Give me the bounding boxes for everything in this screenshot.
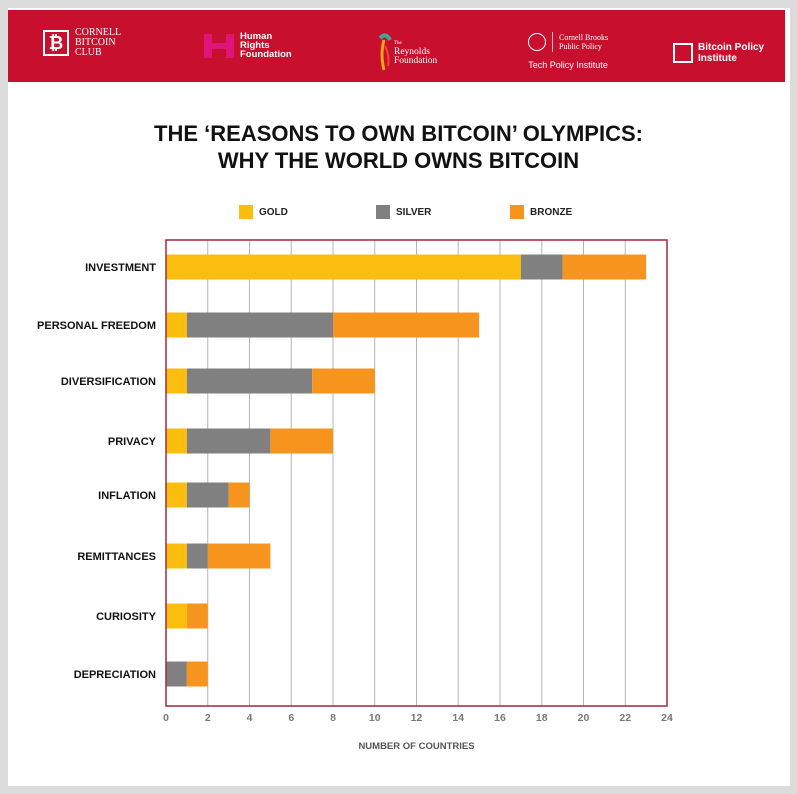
category-label: INFLATION bbox=[98, 490, 156, 502]
bar-gold bbox=[166, 482, 187, 508]
x-tick-label: 4 bbox=[247, 712, 253, 724]
chart-title-line2: WHY THE WORLD OWNS BITCOIN bbox=[217, 148, 580, 173]
x-tick-label: 12 bbox=[411, 712, 423, 724]
logo-text: Bitcoin Policy bbox=[698, 42, 765, 53]
chart-title-line1: THE ‘REASONS TO OWN BITCOIN’ OLYMPICS: bbox=[154, 121, 643, 146]
bar-bronze bbox=[562, 254, 647, 280]
logo-text: Human bbox=[240, 31, 273, 42]
square-icon bbox=[673, 43, 693, 63]
logo-cornell-bitcoin-club: ₿ CORNELL BITCOIN CLUB bbox=[43, 28, 121, 58]
legend-item-silver: SILVER bbox=[376, 205, 431, 219]
x-tick-label: 8 bbox=[330, 712, 336, 724]
category-label: PRIVACY bbox=[108, 436, 157, 448]
plot-frame bbox=[165, 239, 668, 707]
x-tick-label: 0 bbox=[163, 712, 169, 724]
sponsor-banner: ₿ CORNELL BITCOIN CLUB Human Rights Foun… bbox=[8, 10, 785, 82]
x-tick-label: 6 bbox=[288, 712, 294, 724]
bar-silver bbox=[186, 368, 313, 394]
bar-gold bbox=[166, 603, 187, 629]
logo-text: Institute bbox=[698, 53, 737, 64]
logo-human-rights-foundation: Human Rights Foundation bbox=[204, 32, 292, 59]
bar-bronze bbox=[186, 661, 208, 687]
logo-text: Rights bbox=[240, 40, 270, 51]
legend-swatch-silver bbox=[376, 205, 390, 219]
logo-subtext: Tech Policy Institute bbox=[528, 60, 608, 70]
legend-swatch-bronze bbox=[510, 205, 524, 219]
bar-silver bbox=[166, 661, 187, 687]
category-label: REMITTANCES bbox=[77, 551, 156, 563]
divider bbox=[552, 32, 553, 52]
legend-label: BRONZE bbox=[530, 206, 573, 218]
logo-text: Foundation bbox=[240, 49, 292, 60]
category-label: CURIOSITY bbox=[96, 611, 157, 623]
logo-bitcoin-policy-institute: Bitcoin Policy Institute bbox=[673, 42, 764, 64]
logo-text: CORNELL bbox=[75, 27, 122, 38]
category-label: DIVERSIFICATION bbox=[61, 376, 156, 388]
x-tick-label: 22 bbox=[619, 712, 631, 724]
hrf-h-icon bbox=[204, 33, 234, 58]
x-tick-label: 10 bbox=[369, 712, 381, 724]
bar-bronze bbox=[270, 428, 333, 454]
chart-title: THE ‘REASONS TO OWN BITCOIN’ OLYMPICS: W… bbox=[0, 120, 797, 174]
legend-swatch-gold bbox=[239, 205, 253, 219]
reynolds-figure-icon bbox=[378, 33, 392, 71]
logo-text: Foundation bbox=[394, 55, 438, 66]
bar-gold bbox=[166, 368, 187, 394]
bar-bronze bbox=[333, 312, 480, 338]
bar-gold bbox=[166, 428, 187, 454]
bar-gold bbox=[166, 312, 187, 338]
bar-silver bbox=[520, 254, 563, 280]
bar-silver bbox=[186, 543, 208, 569]
card-background bbox=[8, 8, 790, 786]
category-label: PERSONAL FREEDOM bbox=[37, 320, 156, 332]
legend-label: GOLD bbox=[259, 206, 288, 218]
x-tick-label: 20 bbox=[578, 712, 590, 724]
logo-text: BITCOIN bbox=[75, 37, 116, 48]
logo-text: Reynolds bbox=[394, 46, 430, 57]
bar-silver bbox=[186, 428, 271, 454]
x-axis-label: NUMBER OF COUNTRIES bbox=[358, 741, 474, 752]
bitcoin-icon: ₿ bbox=[43, 30, 69, 56]
x-tick-label: 14 bbox=[452, 712, 464, 724]
legend-label: SILVER bbox=[396, 206, 432, 218]
legend-item-gold: GOLD bbox=[239, 205, 288, 219]
logo-text: The bbox=[394, 40, 402, 46]
logo-reynolds-foundation: The Reynolds Foundation bbox=[376, 32, 437, 72]
category-label: DEPRECIATION bbox=[74, 669, 156, 681]
x-tick-label: 2 bbox=[205, 712, 211, 724]
category-label: INVESTMENT bbox=[85, 262, 156, 274]
x-tick-label: 24 bbox=[661, 712, 673, 724]
x-tick-label: 16 bbox=[494, 712, 506, 724]
logo-cornell-brooks: Cornell Brooks Public Policy Tech Policy… bbox=[528, 32, 608, 70]
legend: GOLD SILVER BRONZE bbox=[0, 205, 797, 221]
logo-text: Public Policy bbox=[559, 42, 602, 51]
bar-silver bbox=[186, 312, 333, 338]
logo-text: Cornell Brooks bbox=[559, 33, 609, 42]
cornell-seal-icon bbox=[528, 33, 546, 51]
bar-gold bbox=[166, 254, 521, 280]
x-tick-label: 18 bbox=[536, 712, 548, 724]
bar-bronze bbox=[207, 543, 271, 569]
logo-text: CLUB bbox=[75, 47, 102, 58]
bar-gold bbox=[166, 543, 187, 569]
bar-bronze bbox=[228, 482, 250, 508]
bar-bronze bbox=[312, 368, 375, 394]
bar-bronze bbox=[186, 603, 208, 629]
legend-item-bronze: BRONZE bbox=[510, 205, 572, 219]
bar-silver bbox=[186, 482, 229, 508]
